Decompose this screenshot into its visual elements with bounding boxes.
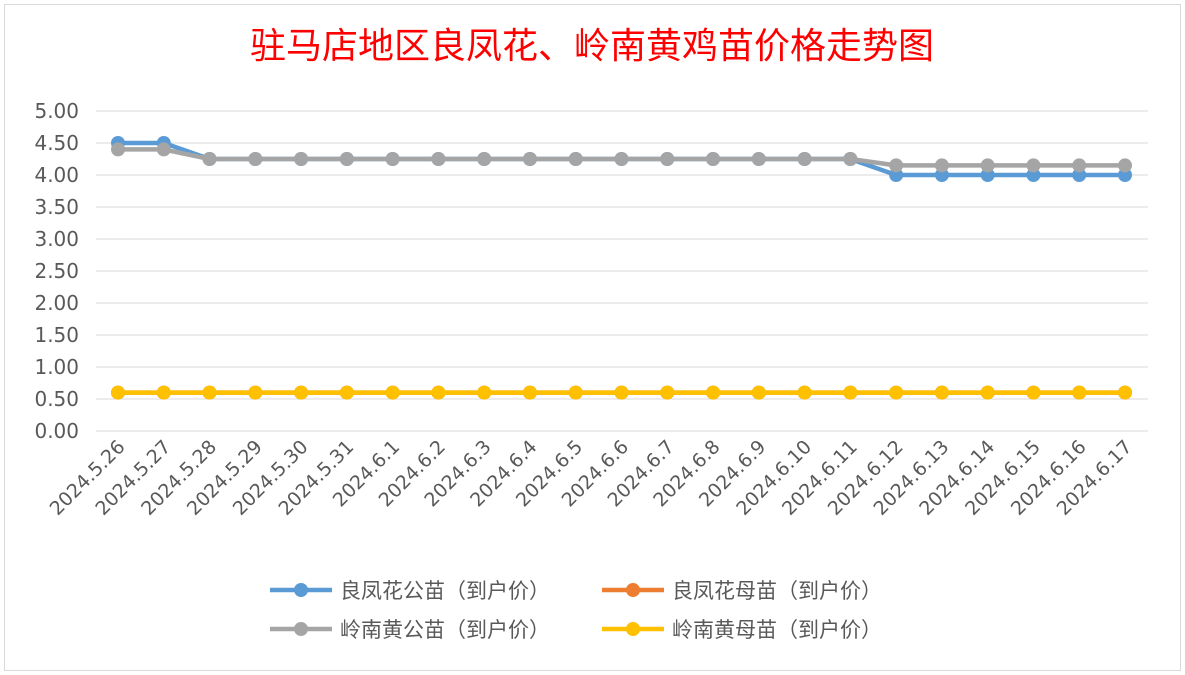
- data-point: [751, 385, 766, 400]
- series-lines: [111, 136, 1132, 400]
- y-tick-label: 5.00: [34, 99, 79, 123]
- legend-item: 岭南黄公苗（到户价）: [270, 618, 550, 642]
- data-point: [980, 158, 995, 173]
- data-point: [431, 385, 446, 400]
- data-point: [522, 385, 537, 400]
- data-point: [1118, 158, 1132, 173]
- data-point: [1072, 158, 1087, 173]
- y-tick-label: 1.00: [34, 355, 79, 379]
- legend-swatch-marker: [294, 622, 308, 636]
- data-point: [980, 385, 995, 400]
- data-point: [294, 152, 309, 166]
- data-point: [1026, 158, 1041, 173]
- data-point: [934, 158, 949, 173]
- data-point: [248, 152, 263, 166]
- y-tick-label: 4.00: [34, 163, 79, 187]
- data-point: [843, 385, 858, 400]
- data-point: [797, 385, 812, 400]
- data-point: [248, 385, 263, 400]
- data-point: [706, 152, 721, 166]
- legend-label: 良凤花公苗（到户价）: [340, 579, 550, 603]
- data-point: [385, 152, 400, 166]
- y-tick-label: 0.50: [34, 387, 79, 411]
- data-point: [339, 385, 354, 400]
- data-point: [706, 385, 721, 400]
- data-point: [1118, 385, 1132, 400]
- legend-item: 良凤花公苗（到户价）: [270, 579, 550, 603]
- legend-item: 岭南黄母苗（到户价）: [602, 618, 882, 642]
- data-point: [202, 385, 217, 400]
- y-axis-tick-labels: 0.00 0.50 1.00 1.50 2.00 2.50 3.00 3.50 4.00 4.50…: [34, 99, 79, 443]
- data-point: [111, 385, 125, 400]
- legend-item: 良凤花母苗（到户价）: [602, 579, 882, 603]
- data-point: [934, 385, 949, 400]
- legend-label: 岭南黄母苗（到户价）: [672, 618, 882, 642]
- data-point: [568, 385, 583, 400]
- chart-title: 驻马店地区良凤花、岭南黄鸡苗价格走势图: [250, 26, 934, 67]
- series-3: [111, 142, 1132, 173]
- data-point: [294, 385, 309, 400]
- legend-label: 良凤花母苗（到户价）: [672, 579, 882, 603]
- data-point: [1026, 385, 1041, 400]
- data-point: [660, 385, 675, 400]
- y-tick-label: 1.50: [34, 323, 79, 347]
- legend-swatch-marker: [294, 583, 308, 597]
- data-point: [385, 385, 400, 400]
- data-point: [797, 152, 812, 166]
- data-point: [477, 385, 492, 400]
- data-point: [934, 168, 949, 182]
- legend-swatch-marker: [626, 583, 640, 597]
- data-point: [889, 168, 904, 182]
- data-point: [889, 158, 904, 173]
- data-point: [1026, 168, 1041, 182]
- y-tick-label: 2.00: [34, 291, 79, 315]
- series-4: [111, 385, 1132, 400]
- data-point: [431, 152, 446, 166]
- data-point: [751, 152, 766, 166]
- data-point: [660, 152, 675, 166]
- data-point: [568, 152, 583, 166]
- data-point: [614, 152, 629, 166]
- data-point: [1072, 385, 1087, 400]
- data-point: [1118, 168, 1132, 182]
- data-point: [156, 385, 171, 400]
- data-point: [1072, 168, 1087, 182]
- data-point: [111, 142, 125, 157]
- legend: 良凤花公苗（到户价） 良凤花母苗（到户价） 岭南黄公苗（到户价） 岭南黄母苗（到户价）: [270, 579, 882, 642]
- legend-swatch-marker: [626, 622, 640, 636]
- data-point: [889, 385, 904, 400]
- legend-label: 岭南黄公苗（到户价）: [340, 618, 550, 642]
- y-tick-label: 4.50: [34, 131, 79, 155]
- data-point: [156, 142, 171, 157]
- y-tick-label: 2.50: [34, 259, 79, 283]
- data-point: [522, 152, 537, 166]
- y-tick-label: 3.50: [34, 195, 79, 219]
- data-point: [980, 168, 995, 182]
- y-tick-label: 0.00: [34, 419, 79, 443]
- data-point: [202, 152, 217, 166]
- data-point: [843, 152, 858, 166]
- chart-border: [4, 4, 1181, 671]
- data-point: [614, 385, 629, 400]
- grid-lines: [96, 110, 1148, 432]
- y-tick-label: 3.00: [34, 227, 79, 251]
- data-point: [477, 152, 492, 166]
- data-point: [339, 152, 354, 166]
